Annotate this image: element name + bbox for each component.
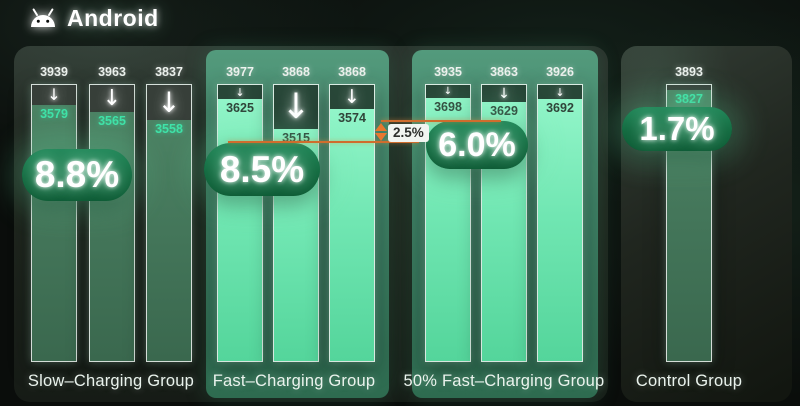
arrow-down-icon: ↓ — [235, 85, 245, 99]
initial-capacity-label: 3863 — [490, 65, 518, 79]
capacity-bar: ↓ 3625 — [217, 84, 263, 362]
lost-capacity-region — [667, 85, 711, 90]
app-title: Android — [67, 5, 159, 31]
current-capacity-value: 3579 — [40, 107, 68, 121]
initial-capacity-label: 3926 — [546, 65, 574, 79]
lost-capacity-region: ↓ — [274, 85, 318, 129]
arrow-down-icon: ↓ — [344, 85, 360, 108]
capacity-bar: ↓ 3579 — [31, 84, 77, 362]
capacity-bar: ↓ 3558 — [146, 84, 192, 362]
group-label: 50% Fast–Charging Group — [403, 372, 605, 390]
group-label: Slow–Charging Group — [27, 372, 195, 390]
lost-capacity-region: ↓ — [90, 85, 134, 112]
current-capacity-value: 3625 — [226, 101, 254, 115]
annotation-line-upper — [381, 120, 501, 122]
lost-capacity-region: ↓ — [330, 85, 374, 109]
current-capacity-value: 3692 — [546, 101, 574, 115]
initial-capacity-label: 3963 — [98, 65, 126, 79]
arrow-down-icon: ↓ — [498, 85, 510, 102]
current-capacity-value: 3629 — [490, 104, 518, 118]
current-capacity-value: 3827 — [675, 92, 703, 106]
arrow-down-icon: ↓ — [102, 85, 122, 111]
initial-capacity-label: 3893 — [675, 65, 703, 79]
remaining-capacity-fill — [538, 99, 582, 361]
current-capacity-value: 3565 — [98, 114, 126, 128]
lost-capacity-region: ↓ — [32, 85, 76, 105]
arrow-down-icon: ↓ — [443, 85, 453, 97]
arrow-down-icon — [375, 133, 387, 141]
capacity-bar: ↓ 3692 — [537, 84, 583, 362]
initial-capacity-label: 3868 — [282, 65, 310, 79]
remaining-capacity-fill — [32, 105, 76, 361]
lost-capacity-region: ↓ — [147, 85, 191, 120]
current-capacity-value: 3698 — [434, 100, 462, 114]
android-logo-icon — [28, 8, 58, 29]
drop-percentage-badge: 8.5% — [204, 143, 320, 196]
arrow-up-icon — [375, 123, 387, 131]
drop-percentage-badge: 6.0% — [426, 121, 528, 169]
lost-capacity-region: ↓ — [482, 85, 526, 102]
arrow-down-icon: ↓ — [281, 86, 311, 127]
current-capacity-value: 3558 — [155, 122, 183, 136]
drop-percentage-badge: 8.8% — [22, 149, 132, 201]
current-capacity-value: 3574 — [338, 111, 366, 125]
initial-capacity-label: 3837 — [155, 65, 183, 79]
app-header: Android — [28, 5, 159, 32]
annotation-label: 2.5% — [388, 124, 429, 142]
arrow-down-icon: ↓ — [157, 85, 181, 119]
remaining-capacity-fill — [330, 109, 374, 361]
lost-capacity-region: ↓ — [218, 85, 262, 99]
capacity-bar: ↓ 3574 — [329, 84, 375, 362]
annotation-line-lower — [228, 141, 419, 143]
initial-capacity-label: 3977 — [226, 65, 254, 79]
arrow-down-icon: ↓ — [555, 85, 565, 99]
remaining-capacity-fill — [147, 120, 191, 361]
drop-percentage-badge: 1.7% — [622, 107, 732, 151]
lost-capacity-region: ↓ — [426, 85, 470, 98]
group-label: Control Group — [635, 372, 743, 390]
initial-capacity-label: 3935 — [434, 65, 462, 79]
initial-capacity-label: 3939 — [40, 65, 68, 79]
group-label: Fast–Charging Group — [212, 372, 376, 390]
lost-capacity-region: ↓ — [538, 85, 582, 99]
arrow-down-icon: ↓ — [47, 85, 61, 104]
initial-capacity-label: 3868 — [338, 65, 366, 79]
